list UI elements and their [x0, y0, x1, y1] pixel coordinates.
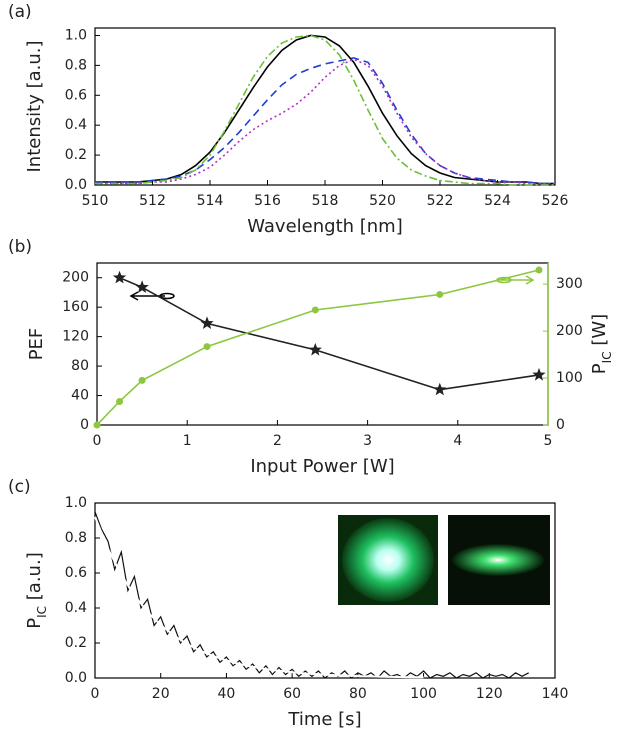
- series-line: [95, 58, 555, 185]
- x-tick-label: 524: [484, 193, 511, 209]
- y-axis-title-part: P: [24, 618, 45, 629]
- y-tick-label: 0: [80, 417, 89, 433]
- y-tick-label: 160: [62, 299, 89, 315]
- y-axis-title: PEF: [26, 328, 47, 361]
- plot-frame: [94, 27, 556, 186]
- y-tick-label: 1.0: [65, 27, 87, 43]
- circle-marker: [311, 306, 319, 314]
- series-line: [94, 516, 424, 679]
- series-line: [95, 57, 555, 185]
- star-marker: [308, 342, 322, 356]
- y-tick-label: 0.6: [65, 87, 87, 103]
- x-tick-label: 20: [152, 686, 170, 702]
- y2-tick-label: 200: [556, 323, 583, 339]
- x-tick-label: 120: [476, 686, 503, 702]
- x-tick-label: 522: [427, 193, 454, 209]
- y-tick-label: 0.2: [65, 147, 87, 163]
- circle-marker: [116, 398, 124, 406]
- x-tick-label: 5: [544, 433, 553, 449]
- x-tick-label: 3: [363, 433, 372, 449]
- y-axis-title: PIC [a.u.]: [24, 552, 49, 628]
- series-line: [119, 276, 540, 391]
- y-axis-title: Intensity [a.u.]: [24, 41, 45, 173]
- circle-marker: [93, 421, 101, 429]
- star-marker: [135, 280, 149, 293]
- y2-axis-title: PIC [W]: [589, 314, 614, 374]
- y-tick-label: 80: [71, 358, 89, 374]
- x-tick-label: 100: [410, 686, 437, 702]
- circle-marker: [138, 376, 146, 384]
- y2-axis-title-part: IC: [600, 351, 614, 363]
- y-tick-label: 0.4: [65, 600, 87, 616]
- annotation-arrows: [129, 275, 535, 301]
- y-tick-label: 0.6: [65, 565, 87, 581]
- y-tick-label: 1.0: [65, 495, 87, 511]
- x-tick-label: 0: [91, 686, 100, 702]
- x-tick-label: 518: [312, 193, 339, 209]
- x-tick-label: 520: [369, 193, 396, 209]
- y2-axis-title-part: [W]: [589, 314, 610, 352]
- x-tick-label: 516: [254, 193, 281, 209]
- panel-label: (a): [8, 2, 32, 22]
- x-tick-label: 514: [197, 193, 224, 209]
- y2-tick-label: 100: [556, 370, 583, 386]
- panel-label: (c): [8, 477, 31, 497]
- series-line: [95, 34, 555, 185]
- x-tick-label: 512: [139, 193, 166, 209]
- star-marker: [532, 367, 546, 381]
- circle-marker: [436, 290, 444, 298]
- series-line: [95, 34, 555, 186]
- y-tick-label: 0.0: [65, 670, 87, 686]
- y-tick-label: 40: [71, 388, 89, 404]
- plot-frame: [96, 262, 549, 426]
- y2-tick-label: 300: [556, 276, 583, 292]
- x-tick-label: 1: [183, 433, 192, 449]
- series-line: [94, 511, 529, 679]
- y-tick-label: 200: [62, 270, 89, 286]
- circle-marker: [535, 266, 543, 274]
- panel-label: (b): [8, 237, 32, 257]
- y2-axis-title-part: P: [589, 363, 610, 374]
- x-tick-label: 2: [273, 433, 282, 449]
- x-axis-title: Input Power [W]: [250, 456, 394, 477]
- star-marker: [112, 270, 127, 284]
- y-tick-label: 0.4: [65, 117, 87, 133]
- x-tick-label: 140: [542, 686, 569, 702]
- x-tick-label: 60: [283, 686, 301, 702]
- insets: [338, 515, 550, 605]
- x-axis-title: Wavelength [nm]: [247, 216, 403, 237]
- star-marker: [200, 316, 214, 329]
- y-tick-label: 0.2: [65, 635, 87, 651]
- y-tick-label: 0.8: [65, 530, 87, 546]
- star-marker: [433, 382, 447, 396]
- y2-tick-label: 0: [556, 417, 565, 433]
- y-tick-label: 0.0: [65, 177, 87, 193]
- x-tick-label: 80: [349, 686, 367, 702]
- y-axis-title-part: [a.u.]: [24, 552, 45, 606]
- x-tick-label: 526: [542, 193, 569, 209]
- x-tick-label: 4: [453, 433, 462, 449]
- y-tick-label: 120: [62, 329, 89, 345]
- circle-marker: [203, 343, 211, 351]
- x-axis-title: Time [s]: [287, 709, 361, 730]
- x-tick-label: 40: [218, 686, 236, 702]
- y-tick-label: 0.8: [65, 57, 87, 73]
- y-axis-title-part: IC: [35, 606, 49, 618]
- x-tick-label: 510: [82, 193, 109, 209]
- x-tick-label: 0: [93, 433, 102, 449]
